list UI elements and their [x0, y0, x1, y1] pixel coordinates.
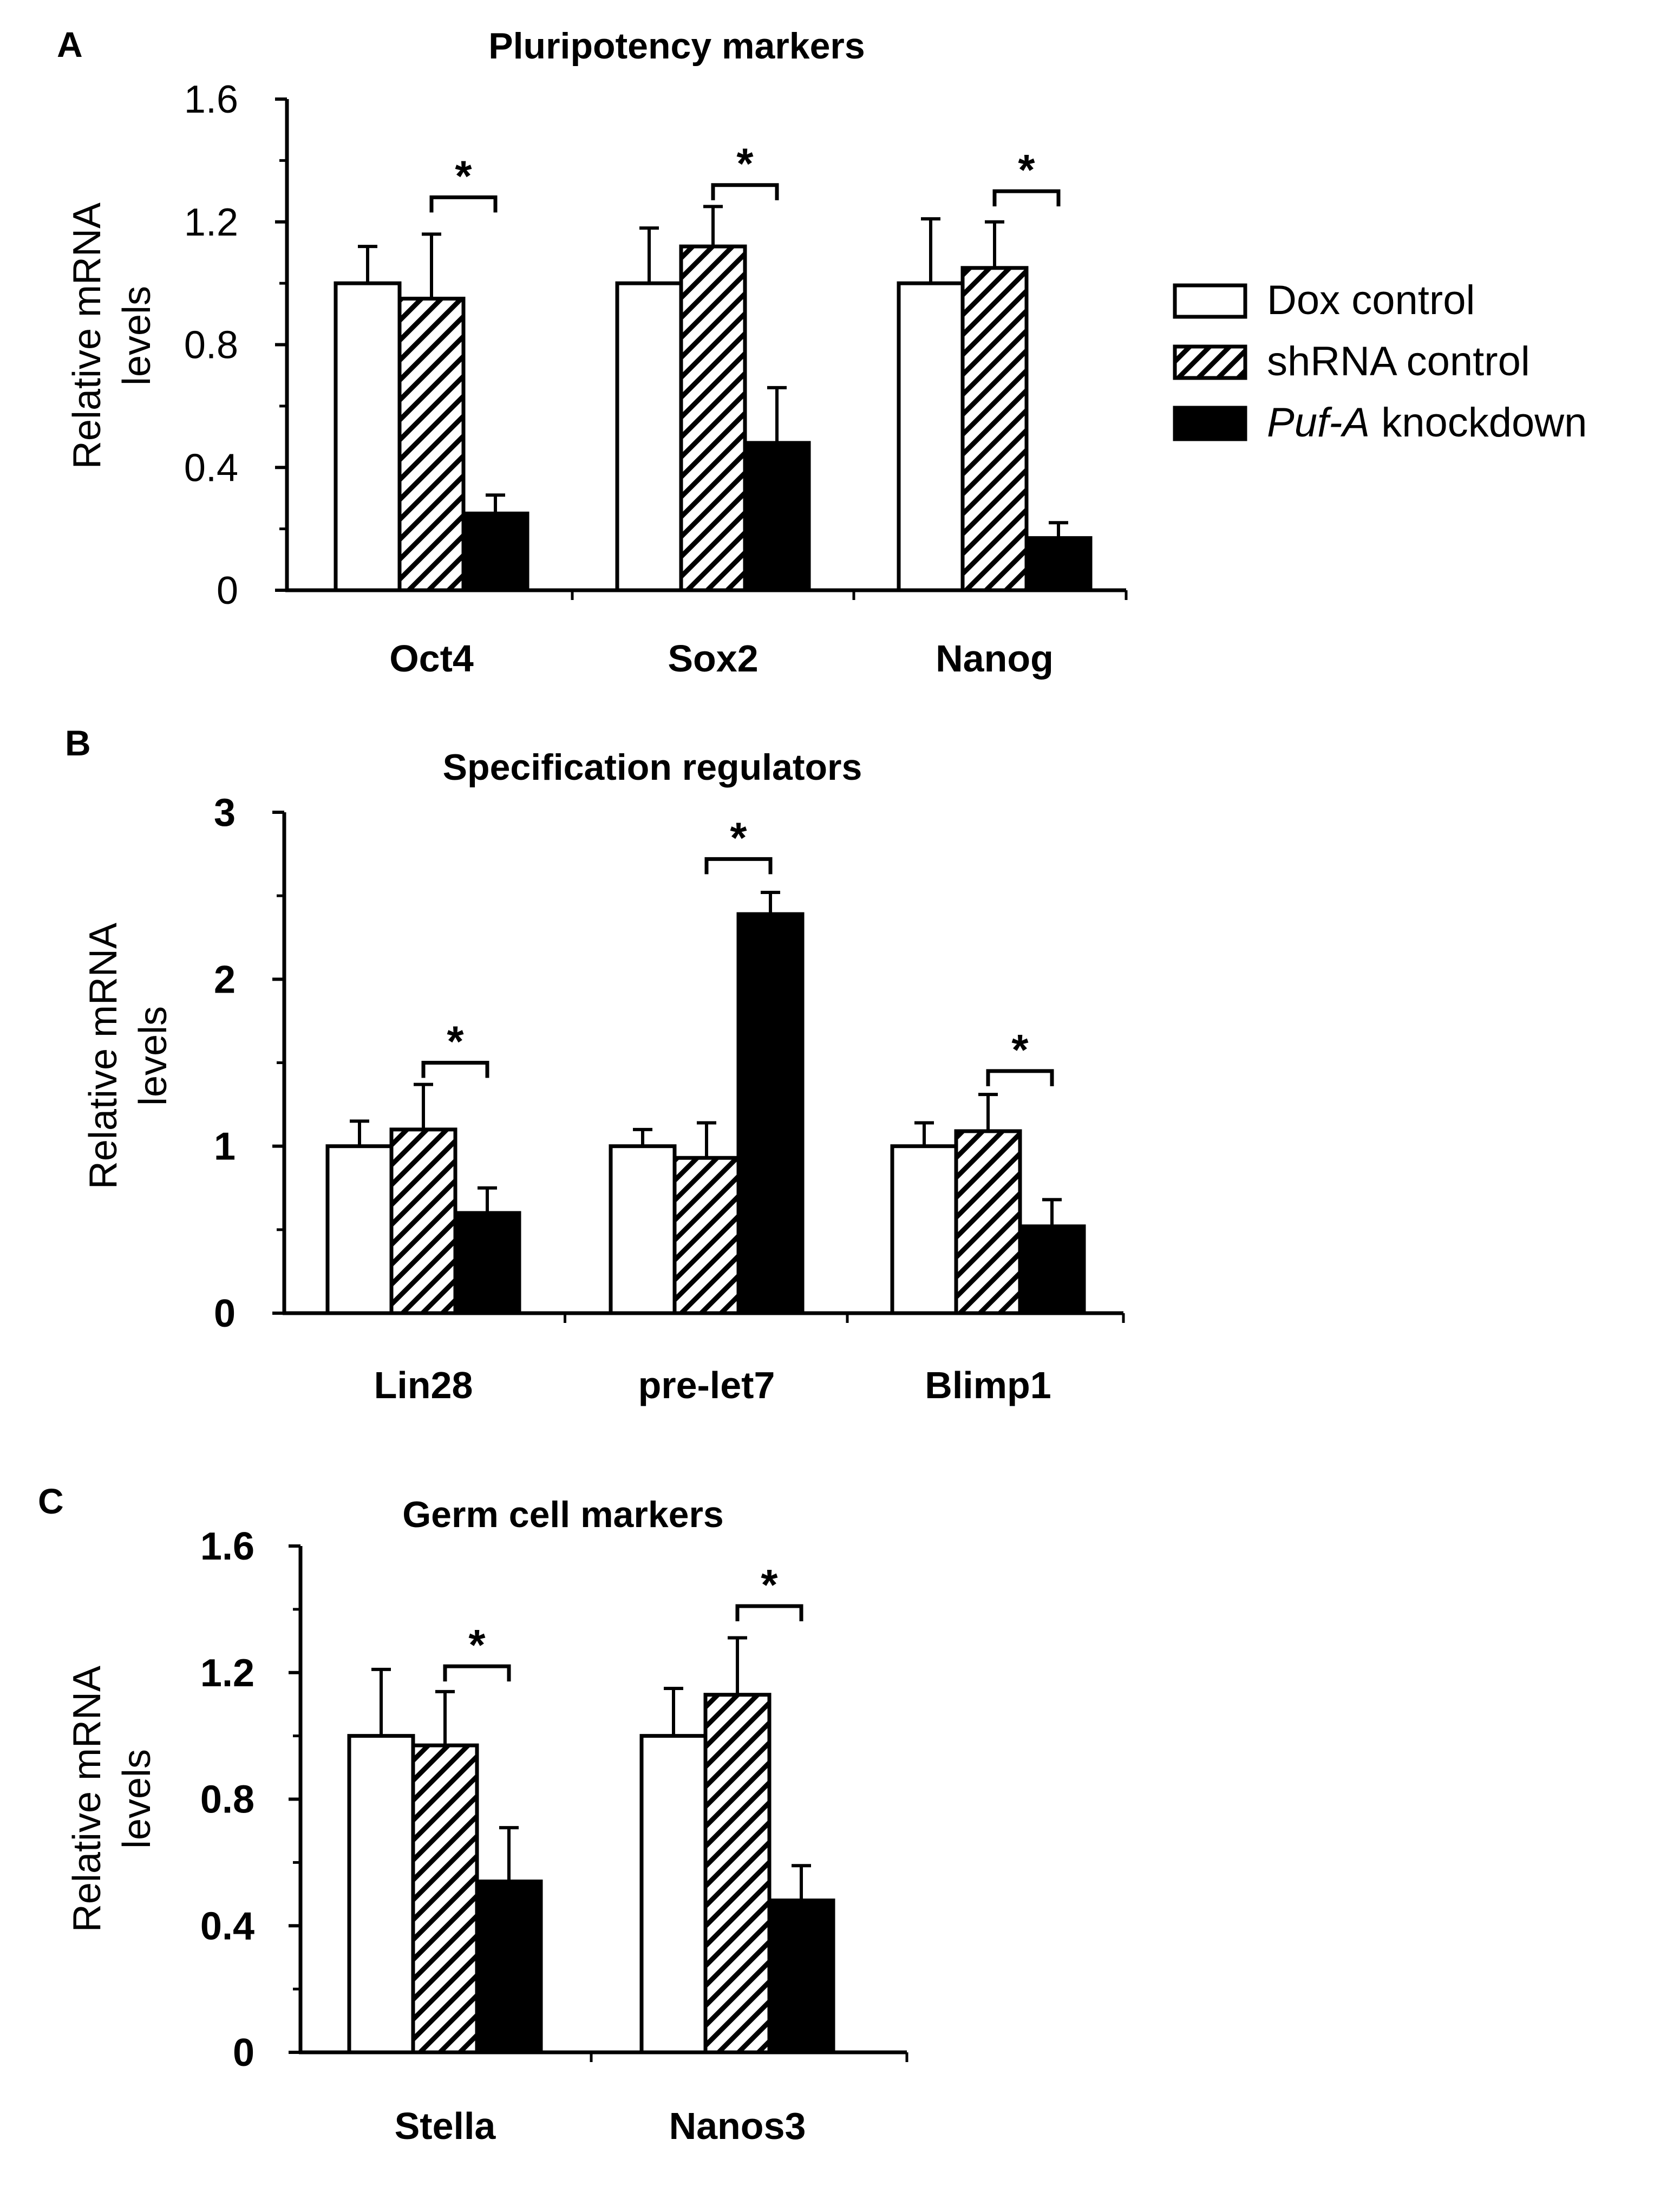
- chart-title: Germ cell markers: [402, 1494, 724, 1535]
- y-tick-label: 1.2: [200, 1652, 254, 1695]
- bar-puf-a-knockdown-lin28: [453, 1211, 521, 1315]
- significance-star-stella: *: [468, 1621, 486, 1669]
- significance-bracket-sox2: [711, 183, 779, 200]
- bar-shrna-control-oct4: [397, 296, 466, 592]
- bar-shrna-control-stella: [411, 1743, 479, 2054]
- y-tick-label: 0: [233, 2031, 254, 2075]
- x-tick-label: Sox2: [668, 637, 758, 680]
- bar-dox-control-blimp1: [890, 1144, 958, 1315]
- bar-shrna-control-nanog: [960, 266, 1029, 592]
- bar-puf-a-knockdown-stella: [475, 1879, 543, 2054]
- significance-star-nanog: *: [1018, 146, 1035, 194]
- bar-dox-control-stella: [347, 1734, 415, 2054]
- bar-puf-a-knockdown-nanos3: [767, 1899, 835, 2054]
- chart-title: Specification regulators: [443, 747, 862, 788]
- y-tick-label: 0.4: [200, 1904, 254, 1948]
- x-tick-label: Stella: [395, 2105, 496, 2147]
- y-tick-label: 1.6: [184, 78, 238, 121]
- bar-dox-control-lin28: [325, 1144, 394, 1315]
- y-tick-label: 0.8: [200, 1778, 254, 1822]
- legend-swatch-puf-a-knockdown: [1173, 406, 1247, 441]
- panel-letter: C: [38, 1481, 64, 1521]
- bar-shrna-control-lin28: [389, 1127, 457, 1315]
- bar-puf-a-knockdown-pre-let7: [736, 912, 805, 1315]
- legend-swatch-shrna-control: [1173, 344, 1247, 380]
- chart-title: Pluripotency markers: [488, 25, 865, 67]
- panel-letter: B: [65, 723, 91, 763]
- legend-label-puf-a-knockdown: Puf-A knockdown: [1267, 400, 1587, 446]
- significance-bracket-oct4: [429, 195, 498, 213]
- panel-b: B Specification regulators Relative mRNA le…: [65, 723, 1125, 1406]
- x-tick-label: Nanos3: [669, 2105, 806, 2147]
- significance-bracket-pre-let7: [704, 857, 773, 875]
- significance-star-sox2: *: [736, 140, 754, 188]
- y-tick-label: 0: [214, 1292, 236, 1335]
- panel-letter: A: [57, 24, 83, 64]
- significance-star-blimp1: *: [1011, 1026, 1029, 1074]
- bar-dox-control-nanog: [897, 281, 965, 592]
- y-tick-label: 2: [214, 958, 236, 1001]
- bar-puf-a-knockdown-blimp1: [1018, 1224, 1086, 1315]
- significance-bracket-nanos3: [735, 1604, 803, 1622]
- y-tick-label: 1.6: [200, 1525, 254, 1568]
- bar-dox-control-pre-let7: [609, 1144, 677, 1315]
- significance-star-nanos3: *: [761, 1561, 778, 1609]
- panel-a: A Pluripotency markers Relative mRNA levels…: [57, 24, 1128, 680]
- legend-swatch-dox-control: [1173, 283, 1247, 319]
- x-tick-label: Oct4: [389, 637, 474, 680]
- y-tick-label: 1.2: [184, 201, 238, 244]
- y-tick-label: 0.8: [184, 324, 238, 367]
- legend-label-shrna-control: shRNA control: [1267, 338, 1530, 384]
- bar-shrna-control-pre-let7: [672, 1156, 741, 1315]
- bar-dox-control-nanos3: [639, 1734, 708, 2054]
- legend-label-dox-control: Dox control: [1267, 277, 1475, 323]
- bar-puf-a-knockdown-oct4: [461, 511, 530, 592]
- y-axis-label: Relative mRNA levels: [66, 1666, 159, 1932]
- legend: Dox control shRNA control Puf-A knockdow…: [1173, 277, 1587, 446]
- significance-bracket-nanog: [992, 189, 1061, 207]
- significance-star-oct4: *: [455, 152, 472, 200]
- y-axis-label: Relative mRNA levels: [66, 203, 159, 469]
- panel-c: C Germ cell markers Relative mRNA levels 0 0.…: [38, 1481, 908, 2147]
- significance-bracket-lin28: [421, 1061, 489, 1078]
- bar-shrna-control-blimp1: [954, 1129, 1022, 1315]
- x-tick-label: Lin28: [374, 1364, 473, 1406]
- significance-star-pre-let7: *: [730, 813, 747, 862]
- y-tick-label: 3: [214, 791, 236, 834]
- x-tick-label: Blimp1: [925, 1364, 1051, 1406]
- bar-dox-control-sox2: [615, 281, 683, 592]
- y-tick-label: 0.4: [184, 446, 238, 490]
- significance-star-lin28: *: [447, 1018, 464, 1066]
- significance-bracket-blimp1: [986, 1069, 1054, 1086]
- bar-dox-control-oct4: [334, 281, 402, 592]
- x-tick-label: Nanog: [936, 637, 1054, 680]
- y-tick-label: 0: [217, 569, 238, 612]
- x-tick-label: pre-let7: [638, 1364, 775, 1406]
- bar-puf-a-knockdown-sox2: [743, 441, 811, 592]
- y-axis-label: Relative mRNA levels: [82, 923, 175, 1189]
- y-tick-label: 1: [214, 1125, 236, 1169]
- significance-bracket-stella: [443, 1664, 511, 1682]
- bar-shrna-control-nanos3: [703, 1693, 772, 2054]
- bar-shrna-control-sox2: [679, 244, 747, 592]
- bar-puf-a-knockdown-nanog: [1024, 536, 1093, 592]
